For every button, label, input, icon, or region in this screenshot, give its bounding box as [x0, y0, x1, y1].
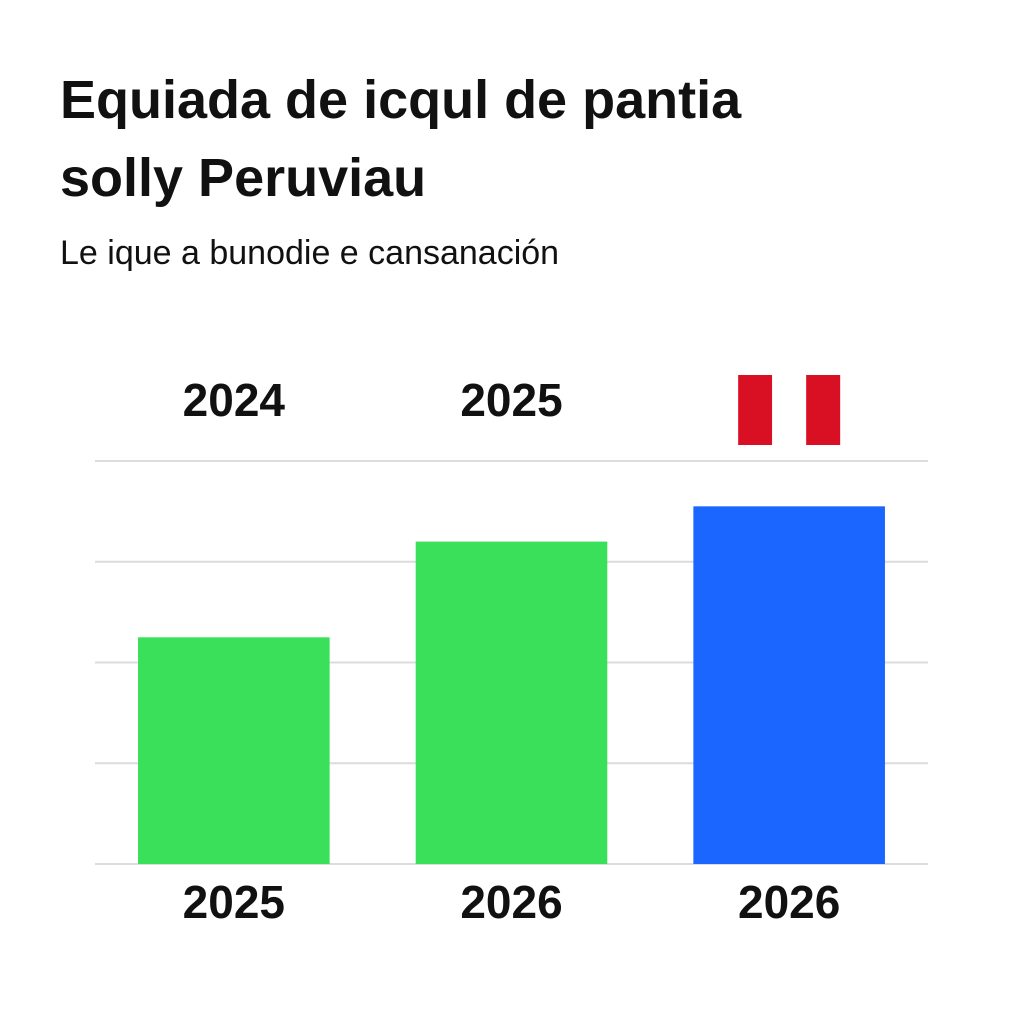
top-label: 2025	[460, 374, 562, 426]
top-label: 2024	[183, 374, 286, 426]
flag-stripe	[772, 375, 807, 445]
flag-stripe	[738, 375, 773, 445]
chart-subtitle: Le ique a bunodie e cansanación	[60, 234, 559, 272]
chart-title: Equiada de icqul de pantia	[60, 70, 742, 130]
x-tick-label: 2025	[183, 876, 285, 928]
bar	[138, 637, 330, 864]
chart-title: solly Peruviau	[60, 148, 426, 208]
bar	[693, 506, 885, 864]
x-tick-label: 2026	[460, 876, 562, 928]
x-tick-label: 2026	[738, 876, 840, 928]
bar	[415, 541, 608, 864]
flag-stripe	[806, 375, 841, 445]
